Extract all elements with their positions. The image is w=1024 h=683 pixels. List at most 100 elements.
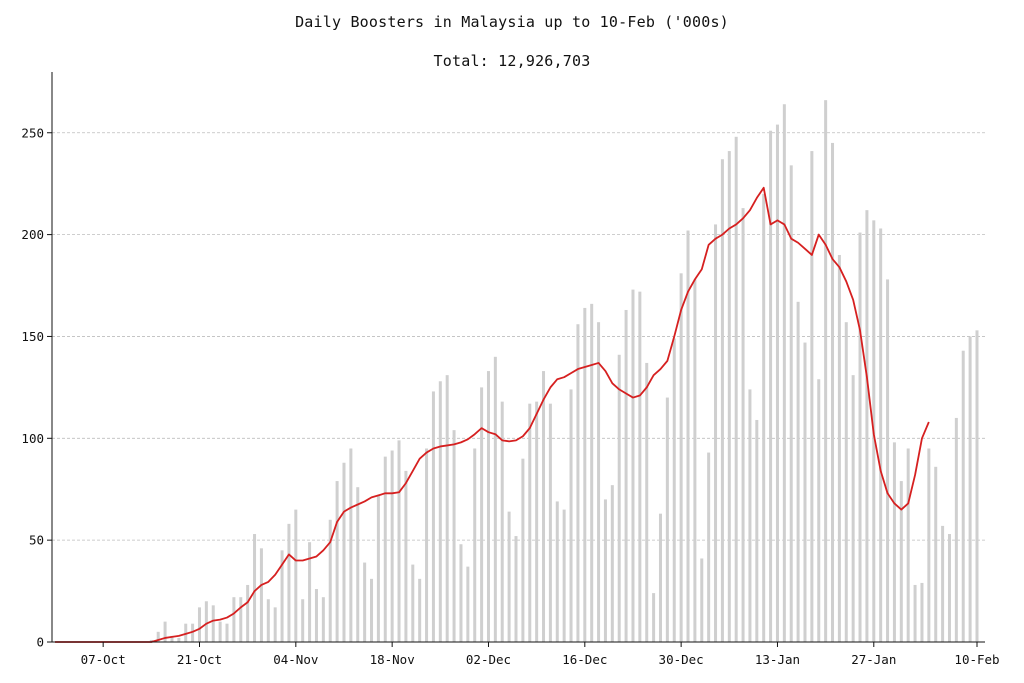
bar (941, 525, 945, 642)
bar (789, 165, 793, 642)
bar (782, 104, 786, 643)
y-tick-label: 50 (29, 533, 44, 548)
bar (308, 542, 312, 642)
bar (899, 481, 903, 642)
x-tick-label: 13-Jan (755, 652, 800, 667)
bar (266, 599, 270, 642)
bar (810, 151, 814, 642)
bar (507, 511, 511, 642)
bar (425, 448, 429, 642)
x-tick-label: 04-Nov (273, 652, 318, 667)
bar (514, 536, 518, 642)
chart-subtitle: Total: 12,926,703 (433, 52, 591, 70)
bar (390, 450, 394, 642)
bar (913, 584, 917, 642)
bar (225, 623, 229, 642)
bar (831, 142, 835, 642)
bar (562, 509, 566, 642)
bar (727, 151, 731, 642)
bar (438, 381, 442, 642)
bar (583, 307, 587, 642)
bar (775, 124, 779, 643)
bar (535, 401, 539, 642)
bar (927, 448, 931, 642)
bar (211, 605, 215, 642)
bar (851, 375, 855, 642)
bar (218, 621, 222, 642)
y-tick-label: 100 (21, 431, 44, 446)
bar (707, 452, 711, 642)
chart-title: Daily Boosters in Malaysia up to 10-Feb … (295, 13, 729, 31)
x-tick-label: 18-Nov (370, 652, 415, 667)
bar (204, 601, 208, 642)
y-tick-label: 150 (21, 329, 44, 344)
bar (638, 291, 642, 642)
bar (555, 501, 559, 642)
bar (665, 397, 669, 642)
bar (617, 354, 621, 642)
bar (500, 401, 504, 642)
bar (411, 564, 415, 642)
bar (149, 639, 153, 642)
bar (576, 324, 580, 642)
bar (796, 301, 800, 642)
bar (397, 440, 401, 642)
bar (253, 534, 257, 642)
bar (177, 637, 181, 642)
bar (693, 279, 697, 642)
bar (824, 100, 828, 642)
bar (720, 159, 724, 643)
bar (906, 448, 910, 642)
bar (370, 578, 374, 642)
bar (837, 254, 841, 642)
bar (975, 330, 979, 642)
bar (755, 419, 759, 642)
bar (686, 230, 690, 642)
bar (321, 597, 325, 642)
x-tick-label: 07-Oct (81, 652, 126, 667)
x-tick-label: 16-Dec (562, 652, 607, 667)
y-tick-label: 250 (21, 125, 44, 140)
bar (624, 309, 628, 642)
bar (569, 389, 573, 642)
y-tick-label: 0 (36, 635, 44, 650)
bar (934, 466, 938, 642)
bar (404, 470, 408, 642)
bar (741, 208, 745, 642)
x-tick-label: 10-Feb (954, 652, 999, 667)
bar (748, 389, 752, 642)
bar (597, 322, 601, 642)
x-tick-label: 21-Oct (177, 652, 222, 667)
bar (239, 597, 243, 642)
bar (762, 193, 766, 643)
bar (431, 391, 435, 642)
bar (658, 513, 662, 642)
bar (610, 485, 614, 642)
bar (803, 342, 807, 642)
bar (232, 597, 236, 642)
x-tick-label: 27-Jan (851, 652, 896, 667)
bar (700, 558, 704, 642)
bar (865, 210, 869, 642)
bar (335, 481, 339, 642)
bar (314, 589, 318, 642)
bar (645, 362, 649, 642)
bar (163, 621, 167, 642)
bar (259, 548, 263, 642)
bar (349, 448, 353, 642)
bar (342, 462, 346, 642)
bar (886, 279, 890, 642)
bar (356, 487, 360, 642)
bar (191, 623, 195, 642)
bar (383, 456, 387, 642)
bar (858, 232, 862, 642)
bar (947, 534, 951, 642)
bar (493, 356, 497, 642)
bar (452, 430, 456, 642)
x-tick-label: 02-Dec (466, 652, 511, 667)
bar (961, 350, 965, 642)
bar (273, 607, 277, 642)
bar (445, 375, 449, 642)
bar (156, 631, 160, 642)
